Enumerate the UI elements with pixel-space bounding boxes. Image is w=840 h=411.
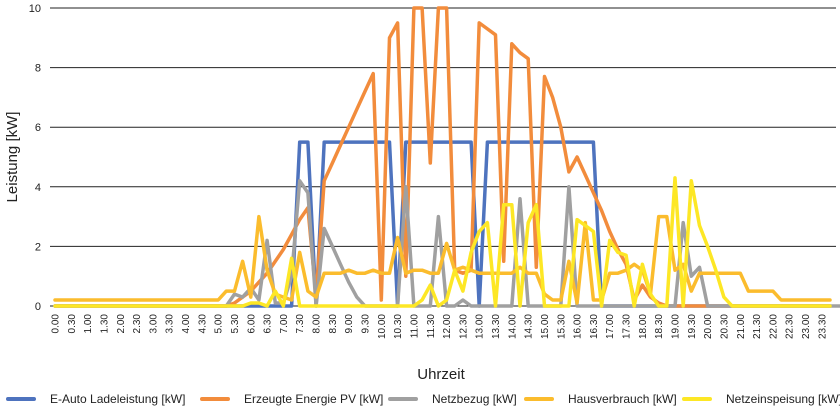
legend-label-pv: Erzeugte Energie PV [kW]	[244, 392, 384, 406]
x-tick-label: 7.00	[279, 314, 290, 334]
x-tick-label: 3.30	[165, 314, 176, 334]
x-tick-label: 0.00	[51, 314, 62, 334]
x-tick-label: 22.00	[768, 314, 779, 339]
x-tick-label: 14.30	[524, 314, 535, 339]
x-tick-label: 4.30	[197, 314, 208, 334]
x-tick-label: 12.30	[458, 314, 469, 339]
x-tick-label: 2.00	[116, 314, 127, 334]
x-tick-label: 18.30	[654, 314, 665, 339]
x-tick-label: 7.30	[295, 314, 306, 334]
y-axis-title: Leistung [kW]	[4, 112, 21, 203]
x-tick-label: 20.00	[703, 314, 714, 339]
x-tick-label: 13.30	[491, 314, 502, 339]
x-tick-label: 16.00	[573, 314, 584, 339]
x-tick-label: 12.00	[442, 314, 453, 339]
x-tick-label: 10.00	[377, 314, 388, 339]
y-axis-ticks: 0 2 4 6 8 10	[29, 3, 41, 313]
legend-swatch-pv	[200, 397, 230, 401]
x-tick-label: 3.00	[148, 314, 159, 334]
y-tick-label: 8	[35, 63, 41, 75]
x-tick-label: 22.30	[785, 314, 796, 339]
series-line-4	[53, 176, 832, 308]
x-tick-label: 17.30	[622, 314, 633, 339]
x-tick-label: 21.00	[736, 314, 747, 339]
x-tick-label: 8.00	[312, 314, 323, 334]
x-tick-label: 14.00	[507, 314, 518, 339]
x-tick-label: 6.30	[263, 314, 274, 334]
series-lines	[53, 6, 840, 308]
x-tick-label: 11.30	[426, 314, 437, 339]
x-tick-label: 19.30	[687, 314, 698, 339]
legend-item-e-auto: E-Auto Ladeleistung [kW]	[6, 392, 185, 406]
legend: E-Auto Ladeleistung [kW] Erzeugte Energi…	[0, 392, 840, 410]
x-tick-label: 5.00	[214, 314, 225, 334]
legend-item-netzeinspeisung: Netzeinspeisung [kW]	[682, 392, 840, 406]
series-line-3	[53, 214, 832, 305]
x-tick-label: 17.00	[605, 314, 616, 339]
legend-item-hausverbrauch: Hausverbrauch [kW]	[524, 392, 677, 406]
y-tick-label: 6	[35, 122, 41, 134]
x-tick-label: 19.00	[671, 314, 682, 339]
legend-item-netzbezug: Netzbezug [kW]	[388, 392, 517, 406]
legend-swatch-netzbezug	[388, 397, 418, 401]
x-tick-label: 10.30	[393, 314, 404, 339]
x-tick-label: 13.00	[475, 314, 486, 339]
legend-swatch-hausverbrauch	[524, 397, 554, 401]
x-tick-label: 15.30	[556, 314, 567, 339]
legend-label-netzbezug: Netzbezug [kW]	[432, 392, 517, 406]
x-tick-label: 15.00	[540, 314, 551, 339]
x-tick-label: 4.00	[181, 314, 192, 334]
y-tick-label: 0	[35, 301, 41, 313]
legend-label-e-auto: E-Auto Ladeleistung [kW]	[50, 392, 186, 406]
y-tick-label: 2	[35, 241, 41, 253]
x-tick-label: 11.00	[409, 314, 420, 339]
legend-swatch-netzeinspeisung	[682, 397, 712, 401]
legend-swatch-e-auto	[6, 397, 36, 401]
x-tick-label: 8.30	[328, 314, 339, 334]
x-tick-label: 9.30	[361, 314, 372, 334]
y-tick-label: 10	[29, 3, 41, 15]
x-axis-ticks: 0.00 0.30 1.00 1.30 2.00 2.30 3.00 3.30 4.00 4.30…	[51, 314, 829, 339]
x-tick-label: 2.30	[132, 314, 143, 334]
x-tick-label: 23.30	[817, 314, 828, 339]
line-chart: 0 2 4 6 8 10 0.00 0.30 1.00 1.30 2.00 2.30 3.00 3.30…	[4, 3, 840, 383]
x-tick-label: 9.00	[344, 314, 355, 334]
legend-item-pv: Erzeugte Energie PV [kW]	[200, 392, 383, 406]
x-tick-label: 21.30	[752, 314, 763, 339]
legend-label-netzeinspeisung: Netzeinspeisung [kW]	[726, 392, 840, 406]
x-tick-label: 1.30	[99, 314, 110, 334]
y-tick-label: 4	[35, 182, 41, 194]
x-tick-label: 6.00	[246, 314, 257, 334]
x-tick-label: 20.30	[719, 314, 730, 339]
series-line-0	[53, 140, 832, 308]
x-tick-label: 16.30	[589, 314, 600, 339]
x-tick-label: 18.00	[638, 314, 649, 339]
x-tick-label: 5.30	[230, 314, 241, 334]
x-tick-label: 23.00	[801, 314, 812, 339]
x-tick-label: 1.00	[83, 314, 94, 334]
x-axis-title: Uhrzeit	[417, 366, 465, 383]
legend-label-hausverbrauch: Hausverbrauch [kW]	[568, 392, 677, 406]
x-tick-label: 0.30	[67, 314, 78, 334]
